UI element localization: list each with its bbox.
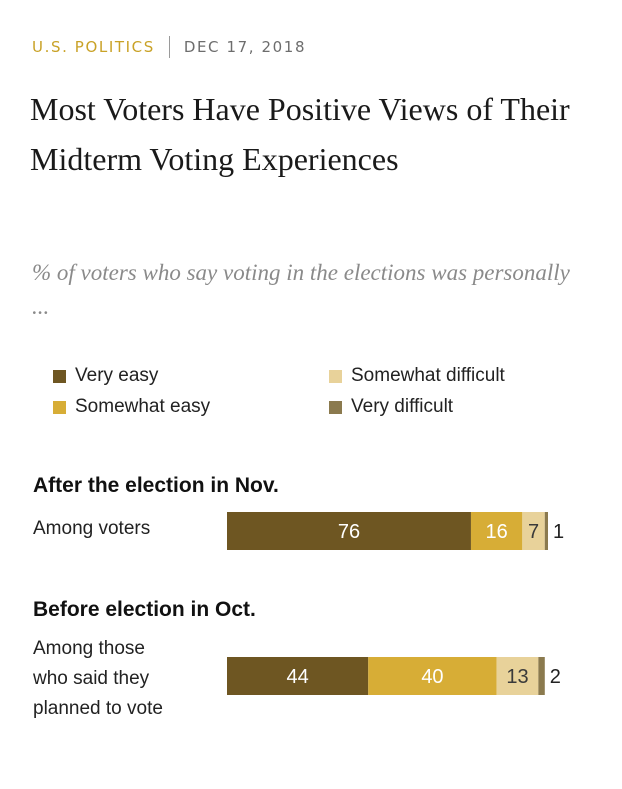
bar-value-label: 7 [528,521,539,543]
legend-item-very-easy: Very easy [53,365,158,387]
bar-value-label: 2 [550,666,561,688]
bar-value-label: 44 [286,666,308,688]
bar-value-label: 16 [486,521,508,543]
bar-value-label: 40 [421,666,443,688]
legend-swatch [329,400,342,414]
legend-item-somewhat-difficult: Somewhat difficult [329,365,505,387]
legend-swatch [53,369,66,383]
bar-segment-somewhat-difficult[interactable] [496,657,539,695]
kicker-divider [168,36,170,58]
section-heading-after-election: After the election in Nov. [33,474,279,497]
bar-segment-very-easy[interactable] [227,657,369,695]
legend-swatch [53,400,66,414]
section-heading-before-election: Before election in Oct. [33,598,256,621]
bar-segment-somewhat-difficult[interactable] [522,512,545,550]
row-label-planned-to-vote: Among those who said they planned to vot… [33,638,163,719]
chart-title: Most Voters Have Positive Views of Their… [30,91,570,177]
bar-value-label: 13 [506,666,528,688]
row-label-among-voters: Among voters [33,518,151,539]
bar-value-label: 1 [553,521,564,543]
legend-swatch [329,369,342,383]
bar-segment-very-difficult[interactable] [538,657,545,695]
publish-date: DEC 17, 2018 [183,38,307,56]
legend-item-very-difficult: Very difficult [329,396,453,418]
bar-segment-very-easy[interactable] [227,512,471,550]
bar-value-label: 76 [338,521,360,543]
chart-subtitle: % of voters who say voting in the electi… [32,260,570,319]
kicker: U.S. POLITICS DEC 17, 2018 [32,36,306,58]
legend-label: Very easy [75,365,159,386]
legend-label: Somewhat easy [75,396,211,417]
legend-label: Somewhat difficult [351,365,505,386]
legend-label: Very difficult [351,396,454,417]
bar-segment-somewhat-easy[interactable] [368,657,497,695]
category-label[interactable]: U.S. POLITICS [32,38,155,56]
bar-segment-somewhat-easy[interactable] [470,512,523,550]
bar-segment-very-difficult[interactable] [544,512,548,550]
legend-item-somewhat-easy: Somewhat easy [53,396,210,418]
